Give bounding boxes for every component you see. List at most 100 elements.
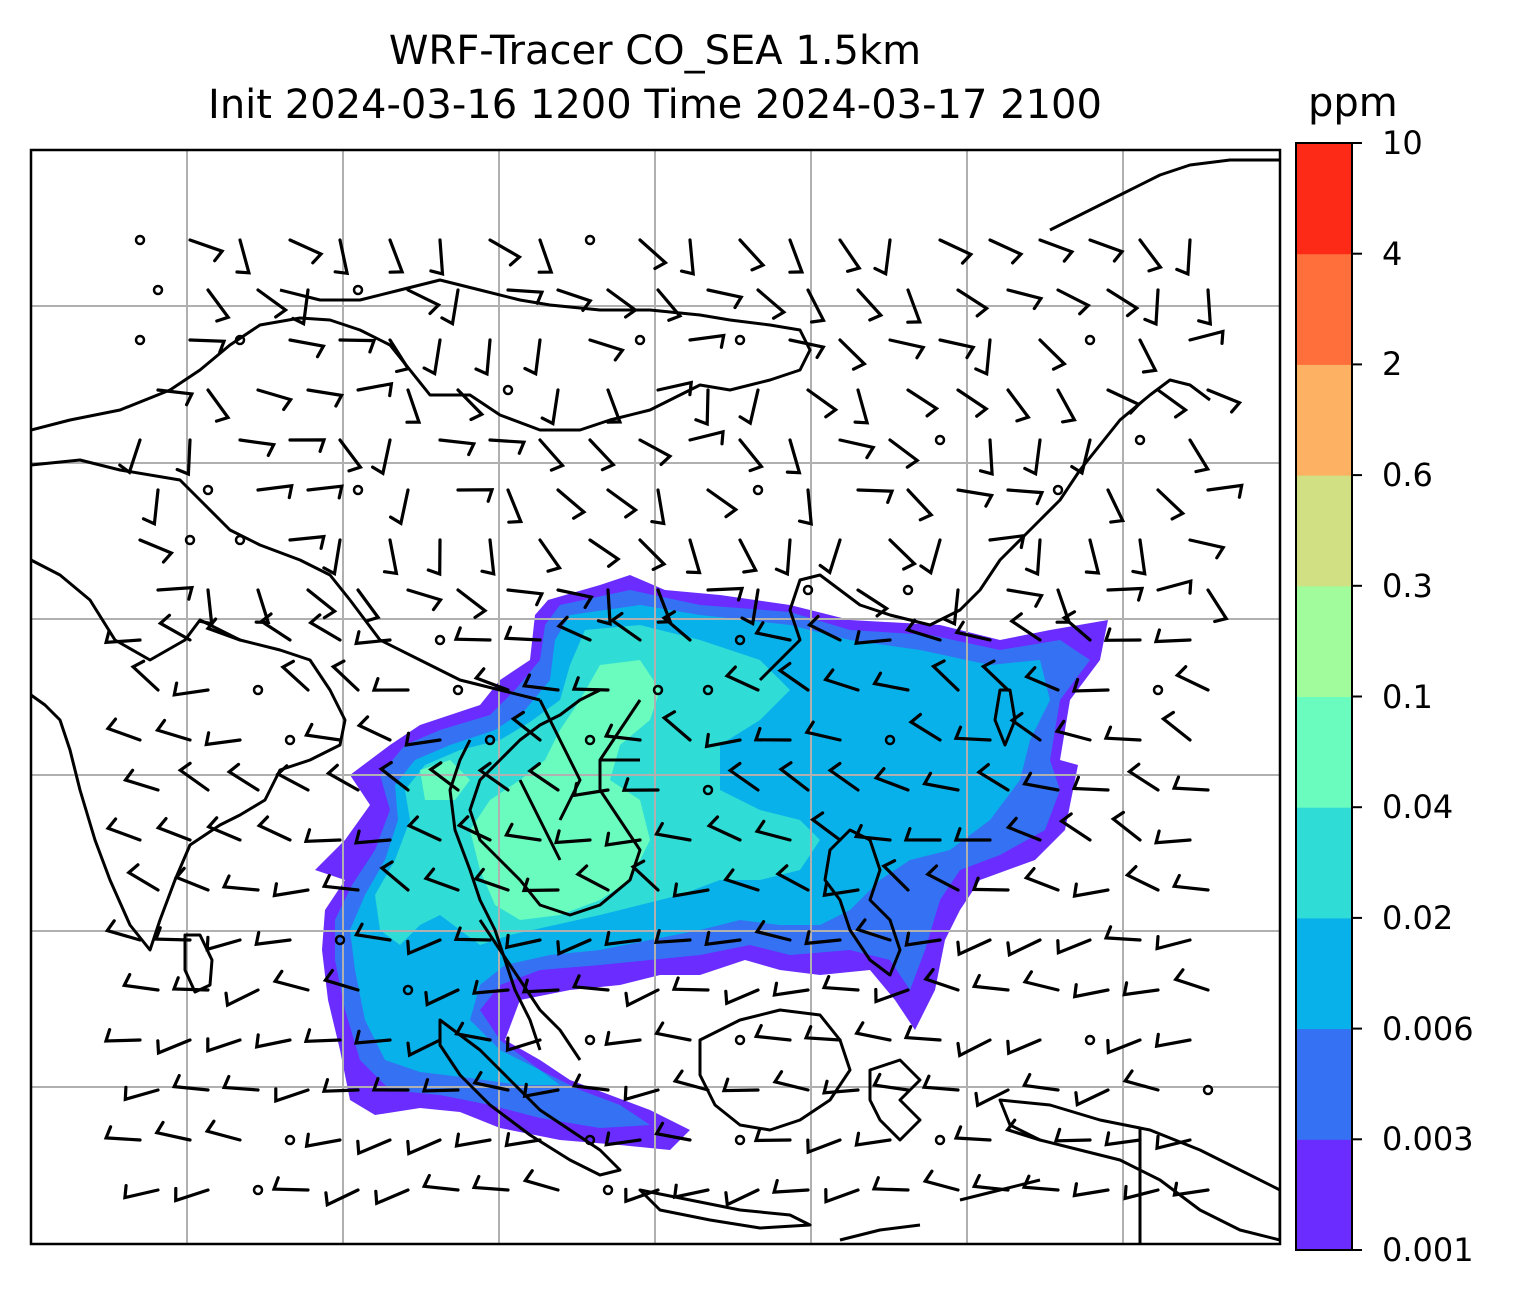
wind-barb [873,767,910,792]
calm-wind-circle [502,384,514,396]
wind-barb [1106,288,1140,318]
wind-barb [1009,612,1042,642]
wind-barb [171,1074,210,1092]
colorbar-segment [1296,253,1352,365]
coastlines [31,158,1280,1244]
wind-barb [603,723,642,742]
calm-wind-circle [434,634,446,646]
calm-wind-circle [402,984,414,996]
wind-barb [727,761,760,792]
wind-barb [685,538,702,575]
wind-barb [173,866,210,892]
colorbar-tick-label: 0.006 [1382,1009,1474,1048]
wind-barb [1072,1182,1110,1198]
calm-wind-circle [484,734,496,746]
wind-barb [521,877,560,893]
wind-barb [556,588,594,609]
wind-barb [788,338,826,359]
wind-barb [1084,538,1101,575]
wind-barb [456,388,485,422]
wind-barb [205,935,242,952]
colorbar-tick-label: 0.02 [1382,898,1454,937]
java [638,1188,812,1230]
wind-barb [156,388,195,407]
wind-barb [356,588,381,623]
wind-barb [354,1029,392,1045]
wind-barb [806,388,839,419]
wind-barb [404,731,442,747]
wind-barb [206,816,242,842]
sulawesi [868,1058,922,1142]
wind-barb [205,617,242,642]
wind-barb [1056,288,1092,316]
wind-barb [272,882,310,898]
colorbar-segment [1296,696,1352,808]
co-concentration-field [315,575,1108,1150]
wind-barb [1056,938,1092,956]
calm-wind-circle [134,334,146,346]
wind-barb [406,288,442,316]
wind-barb [906,388,940,418]
wind-barb [154,1120,192,1142]
wind-barb [421,1078,460,1093]
wind-barb [774,538,792,577]
calm-wind-circle [252,684,264,696]
wind-barb [1009,711,1042,742]
colorbar-tick-label: 0.3 [1382,566,1433,605]
wind-barb [1106,1038,1142,1055]
wind-barb [272,969,310,992]
wind-barb [506,488,524,524]
wind-barb [1072,882,1110,898]
wind-barb [235,238,252,275]
wind-barb [688,333,726,349]
calm-wind-circle [284,734,296,746]
wind-barb [661,710,692,742]
wind-barb [1155,935,1192,951]
wind-barb [1188,538,1226,560]
wind-barb [1023,867,1060,892]
wind-barb [206,288,231,323]
wind-barb [904,931,942,947]
wind-barb [538,438,566,472]
wind-barb [171,976,210,992]
calm-wind-circle [152,284,164,296]
wind-barb [428,761,460,792]
wind-barb [1038,338,1068,371]
calm-wind-circle [234,334,246,346]
wind-barb [606,388,623,424]
wind-barb [474,338,492,377]
wind-barb [505,1036,542,1053]
wind-barb [540,388,560,427]
wind-barb [797,488,814,526]
wind-barb [333,238,350,276]
wind-barb [510,710,542,742]
gridlines [31,150,1280,1244]
wind-barb [440,288,460,327]
wind-barb [571,974,610,992]
wind-barb [818,538,842,576]
wind-barb [638,238,669,271]
wind-barb [1006,388,1031,423]
wind-barb [723,868,760,892]
new-guinea [998,1098,1280,1242]
wind-barb [256,388,294,411]
wind-barb [527,762,560,792]
wind-barb [724,1188,760,1208]
wind-barb [704,732,742,749]
wind-barb [303,722,342,742]
wind-barb [806,614,842,642]
wind-barb [679,238,696,276]
wind-barb [256,288,289,319]
wind-barb [588,538,621,568]
wind-barb [978,438,994,477]
wind-barb [123,1085,160,1102]
wind-barb [956,388,989,418]
wind-barb [226,762,260,792]
wind-barb [406,1138,442,1156]
wind-barb [881,859,910,892]
wind-barb [371,438,392,476]
calm-wind-circle [1202,1084,1214,1096]
wind-barb [804,720,842,742]
wind-barb [1006,288,1044,311]
